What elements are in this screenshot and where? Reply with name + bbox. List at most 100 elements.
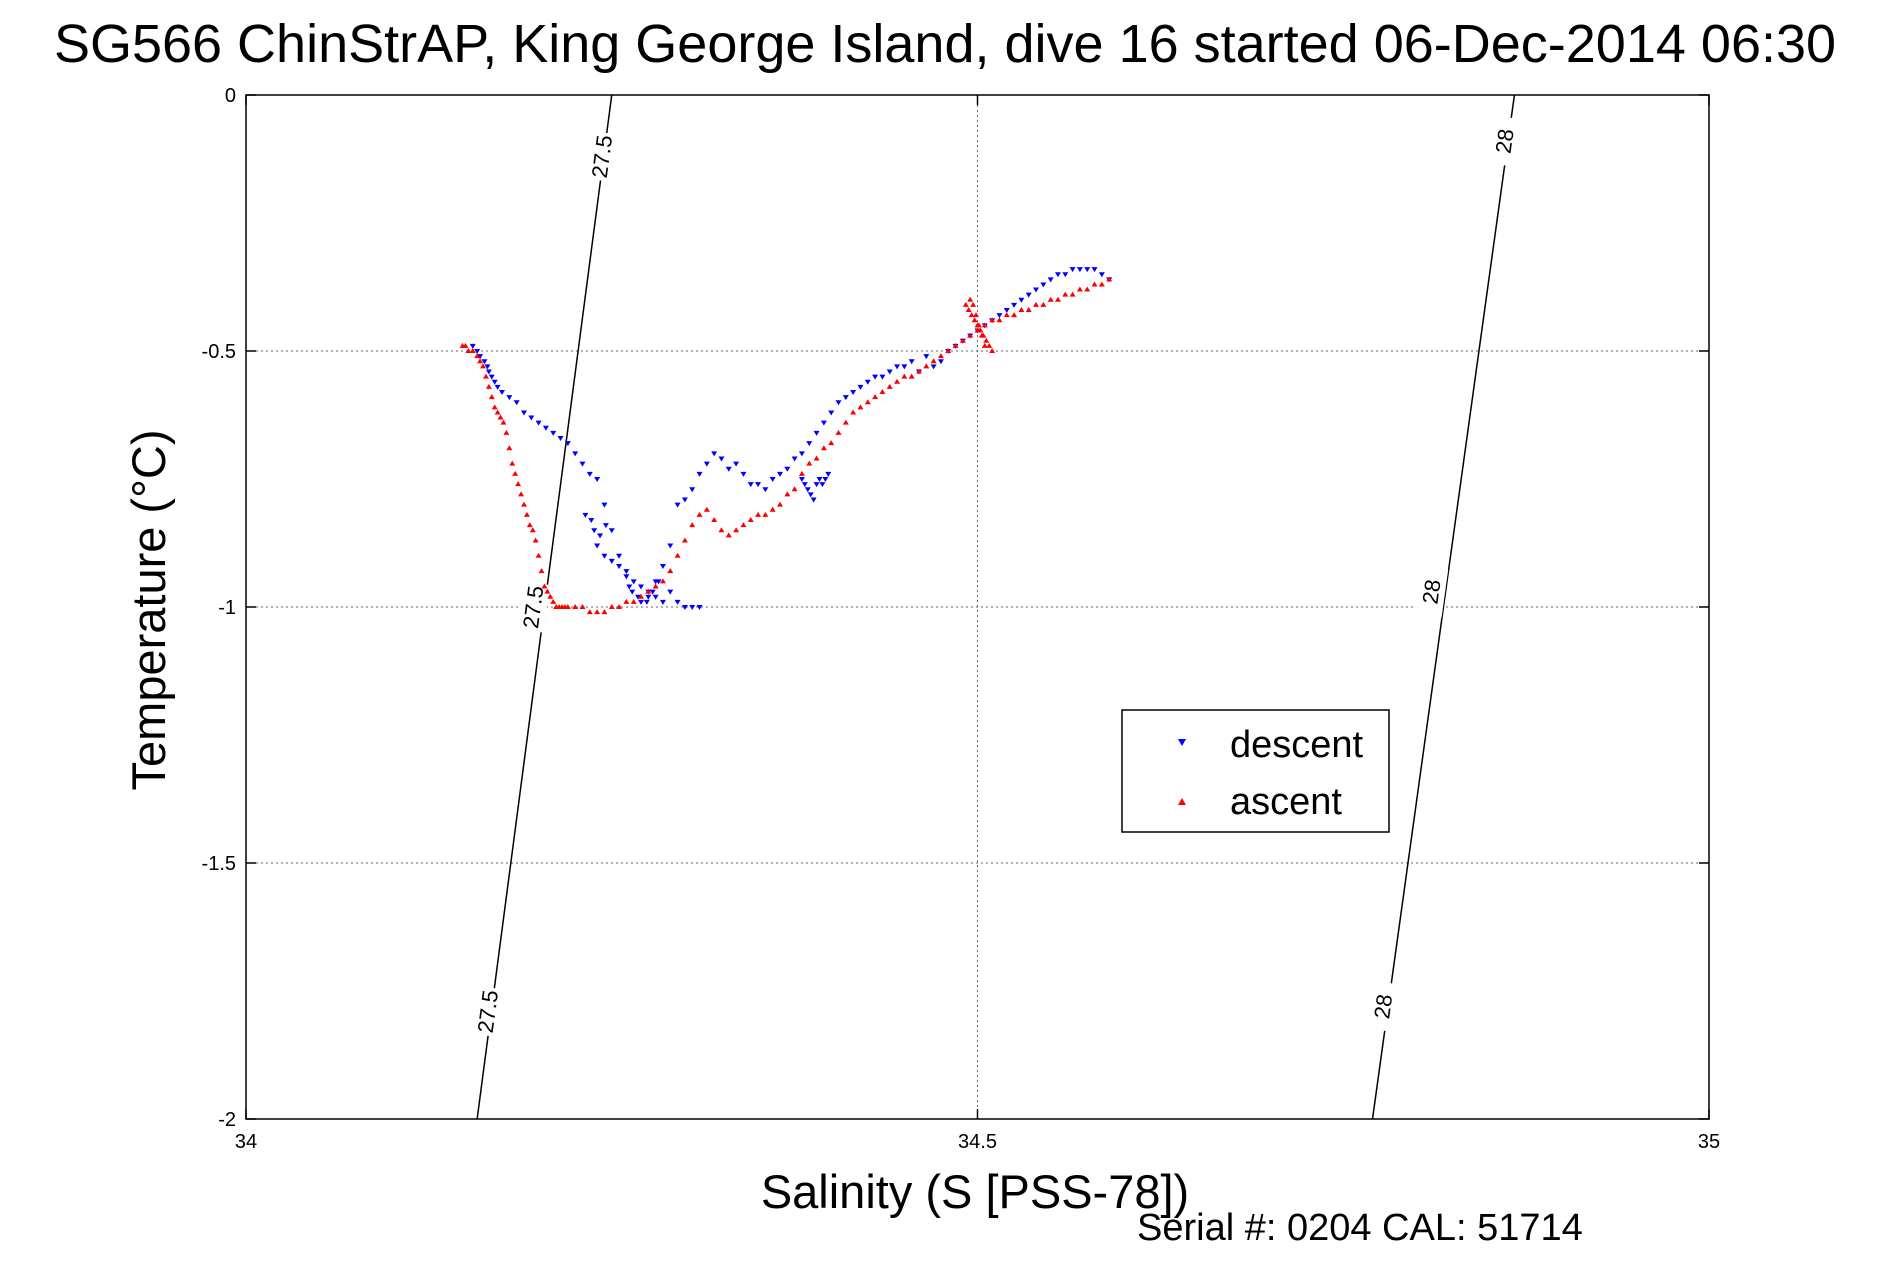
ascent-point <box>901 373 908 379</box>
ascent-point <box>908 373 915 379</box>
descent-point <box>655 579 662 585</box>
ascent-point <box>923 363 930 369</box>
ascent-point <box>806 460 813 466</box>
ascent-point <box>681 537 688 543</box>
descent-point <box>645 594 652 600</box>
descent-point <box>755 482 762 488</box>
descent-point <box>850 389 857 395</box>
descent-point <box>481 359 488 365</box>
descent-point <box>1076 267 1083 273</box>
ascent-point <box>579 604 586 609</box>
descent-point <box>484 364 491 370</box>
ascent-point <box>711 516 718 522</box>
descent-point <box>784 466 791 472</box>
ascent-point <box>515 481 522 487</box>
ascent-point <box>747 516 754 522</box>
descent-point <box>842 395 849 401</box>
ascent-point <box>630 598 637 604</box>
descent-point <box>696 605 703 610</box>
descent-point <box>659 599 666 605</box>
descent-point <box>820 420 827 426</box>
descent-point <box>535 420 542 426</box>
ascent-point <box>981 322 988 328</box>
descent-point <box>801 482 808 488</box>
ascent-point <box>989 317 996 323</box>
ascent-point <box>503 429 510 435</box>
ascent-point <box>915 368 922 374</box>
ascent-point <box>520 501 527 507</box>
ascent-point <box>791 486 798 492</box>
ascent-point <box>462 342 469 348</box>
ascent-point <box>828 440 835 446</box>
descent-point <box>762 487 769 493</box>
descent-point <box>872 374 879 380</box>
ascent-point <box>740 522 747 528</box>
ascent-point <box>1106 276 1113 282</box>
ascent-point <box>482 373 489 379</box>
contour-label-background <box>1413 565 1449 618</box>
ascent-point <box>945 348 952 353</box>
descent-point <box>638 584 645 590</box>
descent-point <box>674 599 681 605</box>
descent-point <box>597 533 604 539</box>
ascent-point <box>497 414 504 420</box>
ascent-point <box>652 583 659 589</box>
ascent-point <box>494 409 501 415</box>
descent-point <box>1047 277 1054 283</box>
ascent-point <box>1069 291 1076 297</box>
contour-label-background <box>584 130 619 183</box>
descent-point <box>776 471 783 477</box>
ascent-point <box>1047 296 1054 302</box>
descent-point <box>857 384 864 390</box>
ascent-point <box>725 532 732 538</box>
descent-point <box>601 553 608 559</box>
contour-label: 28 <box>1369 993 1397 1021</box>
ascent-point <box>659 578 666 584</box>
ascent-point <box>813 455 820 461</box>
ascent-point <box>872 394 879 400</box>
contour-label: 27.5 <box>518 584 548 630</box>
ascent-point <box>1062 291 1069 297</box>
ascent-point <box>973 312 980 318</box>
descent-point <box>1069 267 1076 273</box>
descent-point <box>608 528 615 534</box>
descent-point <box>1098 272 1105 278</box>
y-tick-label: -1 <box>218 597 236 619</box>
ascent-point <box>518 491 525 497</box>
ascent-point <box>608 604 615 609</box>
x-tick-label: 34.5 <box>958 1131 997 1153</box>
ascent-point <box>674 552 681 558</box>
axis-ticks: 34 34.5 35 0 -0.5 -1 -1.5 -2 <box>202 85 1721 1153</box>
ascent-point <box>962 301 969 307</box>
legend-descent-label: descent <box>1230 724 1364 766</box>
descent-point <box>908 359 915 365</box>
ascent-point <box>1033 301 1040 307</box>
descent-point <box>594 543 601 549</box>
ascent-point <box>506 445 513 451</box>
ascent-point <box>983 337 990 343</box>
descent-point <box>643 599 650 605</box>
ascent-point <box>968 312 975 318</box>
ascent-point <box>547 593 554 599</box>
descent-point <box>601 502 608 508</box>
ascent-point <box>564 604 571 609</box>
ascent-point <box>989 348 996 353</box>
ascent-point <box>477 358 484 364</box>
data-points <box>459 267 1113 615</box>
ascent-point <box>1084 286 1091 292</box>
descent-point <box>864 379 871 385</box>
descent-point <box>550 430 557 436</box>
descent-point <box>494 384 501 390</box>
descent-point <box>626 584 633 590</box>
descent-point <box>488 374 495 380</box>
legend-ascent-label: ascent <box>1230 781 1342 823</box>
ascent-point <box>776 501 783 507</box>
ascent-point <box>835 429 842 435</box>
ascent-point <box>971 317 978 323</box>
descent-point <box>623 569 630 575</box>
ascent-point <box>696 511 703 517</box>
descent-point <box>879 374 886 380</box>
ascent-point <box>1025 307 1032 313</box>
ascent-point <box>952 342 959 348</box>
x-tick-label: 34 <box>235 1131 257 1153</box>
